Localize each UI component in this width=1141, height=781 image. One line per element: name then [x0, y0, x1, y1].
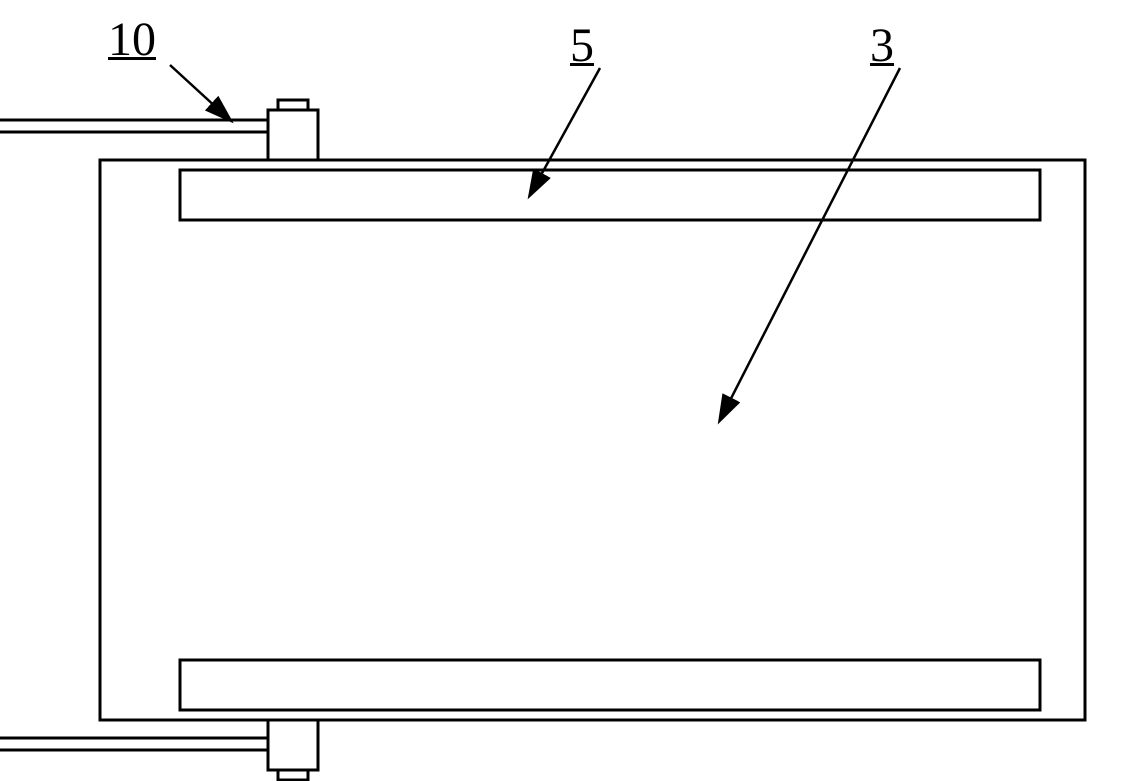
outer-box — [100, 160, 1085, 720]
leader-10 — [170, 65, 230, 120]
leader-3 — [720, 68, 900, 420]
label-5: 5 — [570, 18, 594, 73]
diagram-svg — [0, 0, 1141, 781]
technical-diagram: 10 5 3 — [0, 0, 1141, 781]
connector-bottom-body — [268, 720, 318, 770]
leader-5 — [530, 68, 600, 195]
inner-strip-top — [180, 170, 1040, 220]
label-3: 3 — [870, 18, 894, 73]
inner-strip-bottom — [180, 660, 1040, 710]
connector-top-body — [268, 110, 318, 160]
connector-bottom-cap — [278, 770, 308, 780]
label-10: 10 — [108, 12, 156, 67]
